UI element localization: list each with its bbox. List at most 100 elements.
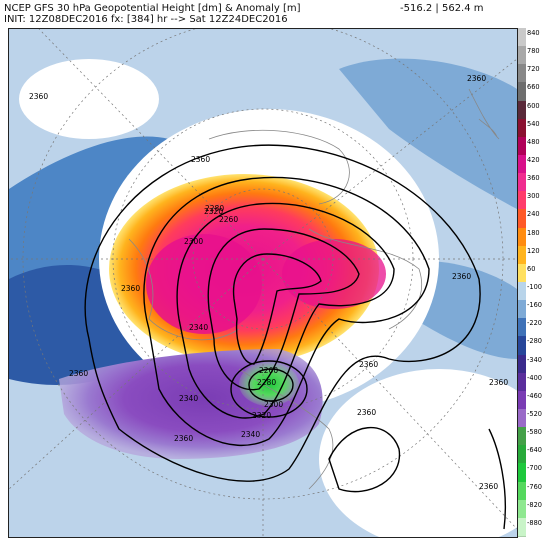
legend-label: -760 xyxy=(527,482,542,491)
legend-entry: -640 xyxy=(517,445,544,465)
anomaly-color-legend: 840 780 720 660 600 540 480 420 360 300 240 180 120 6… xyxy=(517,28,544,537)
coastlines xyxy=(128,88,500,490)
neutral-region-northwest xyxy=(19,59,159,139)
legend-entry: -880 xyxy=(517,517,544,537)
legend-entry: 480 xyxy=(517,136,544,156)
legend-swatch xyxy=(518,191,526,211)
legend-entry: -220 xyxy=(517,318,544,338)
contour-label: 2260 xyxy=(259,366,278,375)
legend-entry: 420 xyxy=(517,155,544,175)
legend-entry: -700 xyxy=(517,463,544,483)
legend-entry: 120 xyxy=(517,245,544,265)
legend-swatch xyxy=(518,82,526,102)
contour-label: 2340 xyxy=(189,323,208,332)
legend-swatch xyxy=(518,118,526,138)
contour-label: 2360 xyxy=(479,482,498,491)
legend-swatch xyxy=(518,336,526,356)
legend-swatch xyxy=(518,209,526,229)
legend-label: 180 xyxy=(527,228,540,237)
anomaly-range: -516.2 | 562.4 m xyxy=(400,3,484,14)
legend-entry: -280 xyxy=(517,336,544,356)
positive-anomaly-core-east xyxy=(282,239,386,309)
legend-label: -880 xyxy=(527,518,542,527)
legend-label: -100 xyxy=(527,283,542,291)
legend-entry: 360 xyxy=(517,173,544,193)
legend-label: -160 xyxy=(527,301,542,310)
legend-swatch xyxy=(518,427,526,447)
legend-swatch xyxy=(518,263,526,283)
contour-label: 2300 xyxy=(184,237,203,246)
legend-entry: 600 xyxy=(517,100,544,120)
positive-anomaly-core-west xyxy=(146,234,262,334)
neutral-region-southeast xyxy=(319,369,517,537)
legend-swatch xyxy=(518,136,526,156)
legend-entry: -820 xyxy=(517,499,544,519)
legend-swatch xyxy=(518,155,526,175)
contour-label: 2300 xyxy=(264,400,283,409)
legend-entry: 180 xyxy=(517,227,544,247)
legend-label: -280 xyxy=(527,337,542,346)
height-contours xyxy=(84,144,507,530)
legend-entry: 300 xyxy=(517,191,544,211)
legend-swatch xyxy=(518,499,526,519)
legend-label: -520 xyxy=(527,410,542,418)
legend-entry: -100 xyxy=(517,282,544,302)
legend-swatch xyxy=(518,227,526,247)
legend-swatch xyxy=(518,445,526,465)
legend-swatch xyxy=(518,354,526,374)
contour-label: 2360 xyxy=(29,92,48,101)
legend-label: 60 xyxy=(527,264,536,273)
legend-swatch xyxy=(518,481,526,501)
init-forecast-line: INIT: 12Z08DEC2016 fx: [384] hr --> Sat … xyxy=(4,14,288,25)
legend-swatch xyxy=(518,517,526,537)
contour-label: 2360 xyxy=(467,74,486,83)
legend-label: -700 xyxy=(527,464,542,473)
contour-label: 2360 xyxy=(121,284,140,293)
legend-swatch xyxy=(518,318,526,338)
contour-labels: 2360 2360 2360 2360 2360 2360 2360 2360 … xyxy=(29,74,508,491)
contour-label: 2320 xyxy=(204,207,223,216)
contour-label: 2360 xyxy=(191,155,210,164)
legend-label: 840 xyxy=(527,29,540,37)
legend-entry: 60 xyxy=(517,263,544,283)
legend-label: 540 xyxy=(527,119,540,128)
legend-swatch xyxy=(518,372,526,392)
legend-label: 240 xyxy=(527,210,540,219)
legend-entry: -160 xyxy=(517,300,544,320)
legend-swatch xyxy=(518,245,526,265)
contour-label: 2360 xyxy=(174,434,193,443)
legend-entry: 720 xyxy=(517,64,544,84)
legend-entry: -340 xyxy=(517,354,544,374)
geopotential-anomaly-map: 2360 2360 2360 2360 2360 2360 2360 2360 … xyxy=(8,28,518,538)
legend-swatch xyxy=(518,282,526,302)
legend-entry: 780 xyxy=(517,46,544,66)
legend-label: 480 xyxy=(527,137,540,146)
legend-swatch xyxy=(518,409,526,429)
contour-label: 2320 xyxy=(252,411,271,420)
contour-label: 2260 xyxy=(219,215,238,224)
map-title: NCEP GFS 30 hPa Geopotential Height [dm]… xyxy=(4,3,301,14)
legend-label: -640 xyxy=(527,446,542,455)
contour-label: 2360 xyxy=(357,408,376,417)
legend-label: -220 xyxy=(527,319,542,328)
legend-entry: -460 xyxy=(517,390,544,410)
legend-label: -460 xyxy=(527,391,542,400)
legend-label: 780 xyxy=(527,47,540,56)
legend-swatch xyxy=(518,463,526,483)
legend-label: 420 xyxy=(527,156,540,164)
legend-swatch xyxy=(518,28,526,48)
contour-label: 2360 xyxy=(69,369,88,378)
legend-swatch xyxy=(518,46,526,66)
legend-entry: 540 xyxy=(517,118,544,138)
legend-entry: -760 xyxy=(517,481,544,501)
legend-swatch xyxy=(518,100,526,120)
legend-label: 360 xyxy=(527,174,540,183)
contour-label: 2340 xyxy=(179,394,198,403)
contour-label: 2360 xyxy=(489,378,508,387)
contour-label: 2340 xyxy=(241,430,260,439)
legend-entry: -400 xyxy=(517,372,544,392)
legend-label: 660 xyxy=(527,83,540,92)
legend-label: 600 xyxy=(527,101,540,110)
legend-label: 300 xyxy=(527,192,540,201)
legend-label: -820 xyxy=(527,500,542,509)
